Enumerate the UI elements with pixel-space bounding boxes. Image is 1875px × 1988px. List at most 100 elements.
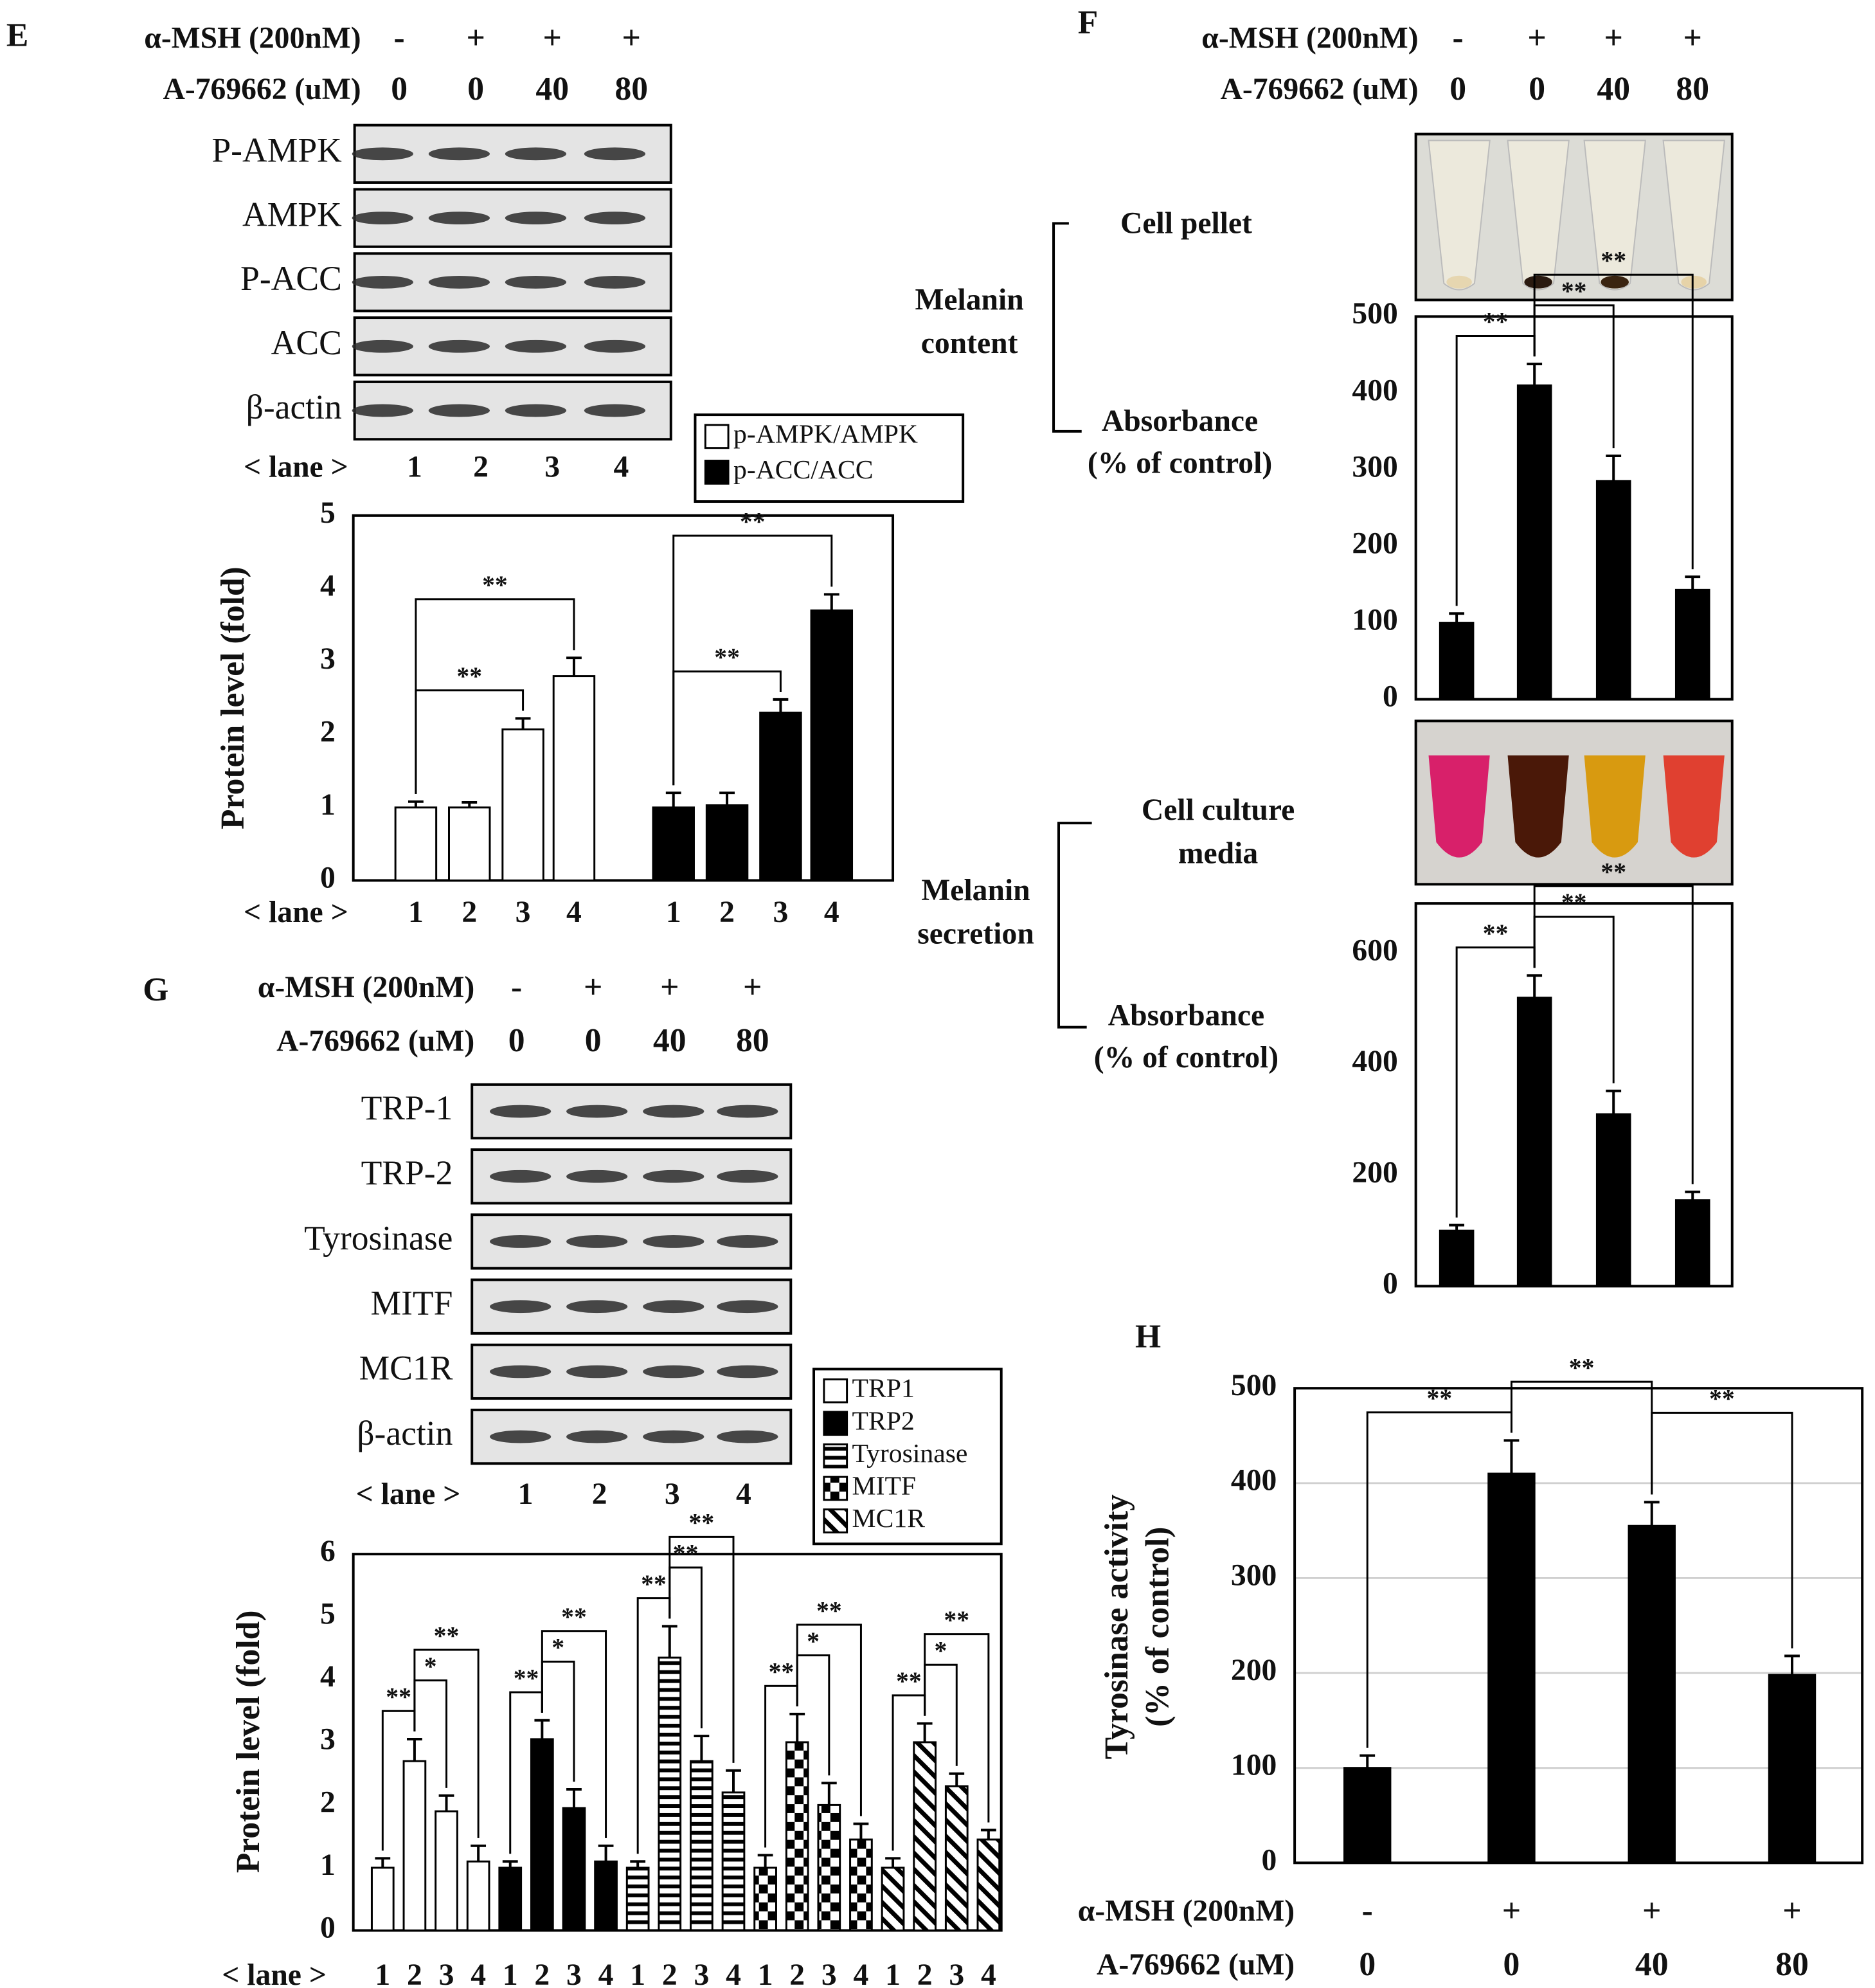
legend-label: TRP2 <box>852 1406 915 1436</box>
bar <box>690 1760 713 1932</box>
condition-value: + <box>543 20 562 57</box>
group-label: secretion <box>917 917 1034 951</box>
bar <box>721 1791 746 1932</box>
legend-label: MC1R <box>852 1504 926 1533</box>
bar <box>785 1741 809 1932</box>
significance-bracket <box>672 534 833 786</box>
bar <box>1674 588 1710 701</box>
blot-label: P-ACC <box>240 259 342 298</box>
blot-band <box>428 339 490 353</box>
condition-value: 0 <box>467 71 484 107</box>
significance-label: ** <box>482 571 508 599</box>
bar <box>448 806 491 881</box>
x-tick-label: 2 <box>662 1958 677 1988</box>
blot-band <box>489 1235 552 1248</box>
panel-letter: G <box>143 971 168 1008</box>
blot-band <box>428 404 490 417</box>
error-bar <box>1606 1089 1622 1114</box>
significance-label: ** <box>1483 308 1509 336</box>
y-axis-label: (% of control) <box>1088 446 1272 480</box>
bar <box>976 1838 1001 1932</box>
condition-label: A-769662 (uM) <box>1097 1948 1295 1982</box>
condition-label: α-MSH (200nM) <box>1078 1895 1295 1928</box>
bar <box>530 1738 554 1932</box>
error-bar <box>665 791 681 808</box>
x-tick-label: 1 <box>630 1958 645 1988</box>
blot-label: TRP-2 <box>361 1153 453 1192</box>
significance-label: * <box>935 1637 947 1665</box>
blot-band <box>566 1105 628 1118</box>
significance-label: * <box>552 1634 564 1662</box>
legend-swatch <box>704 424 730 449</box>
error-bar <box>949 1772 965 1787</box>
error-bar <box>502 1860 518 1868</box>
bar <box>759 711 802 881</box>
significance-label: ** <box>1427 1384 1453 1413</box>
legend-frame <box>694 413 965 503</box>
blot-band <box>566 1430 628 1443</box>
legend-label: MITF <box>852 1471 917 1501</box>
bar <box>658 1656 682 1932</box>
y-tick-label: 5 <box>320 1598 336 1631</box>
blot-band <box>643 1430 704 1443</box>
error-bar <box>885 1857 901 1868</box>
significance-label: ** <box>514 1664 539 1692</box>
blot-band <box>489 1300 552 1314</box>
photo-media <box>1414 719 1734 886</box>
error-bar <box>773 698 789 713</box>
error-bar <box>1449 612 1465 623</box>
blot-band <box>584 339 646 353</box>
x-tick-label: 2 <box>789 1958 805 1988</box>
y-tick-label: 3 <box>320 1723 336 1757</box>
group-label: Melanin <box>921 874 1030 907</box>
y-tick-label: 5 <box>320 496 336 530</box>
x-tick-label: 4 <box>854 1958 869 1988</box>
blot-band <box>643 1235 704 1248</box>
x-tick-label: 3 <box>821 1958 837 1988</box>
error-bar <box>462 800 478 808</box>
blot-band <box>489 1105 552 1118</box>
blot-band <box>352 276 413 289</box>
bar <box>625 1866 650 1932</box>
lane-number: 4 <box>613 450 629 483</box>
y-axis-label: (% of control) <box>1140 1527 1176 1727</box>
bar <box>705 804 749 881</box>
x-tick-label: 1 <box>503 1958 518 1988</box>
error-bar <box>1449 1224 1465 1231</box>
bar <box>498 1866 523 1932</box>
blot-label: AMPK <box>242 195 342 233</box>
blot-band <box>584 147 646 161</box>
x-tick-label: 3 <box>516 896 531 929</box>
legend-swatch <box>823 1508 848 1533</box>
legend-swatch <box>823 1476 848 1501</box>
bar <box>594 1860 618 1932</box>
blot-band <box>352 339 413 353</box>
legend-frame <box>812 1368 1003 1546</box>
y-tick-label: 0 <box>1383 1267 1398 1300</box>
bar <box>501 728 544 881</box>
lane-number: 3 <box>544 450 560 483</box>
condition-value: 40 <box>653 1022 686 1059</box>
x-tick-label: 2 <box>917 1958 933 1988</box>
y-tick-label: 500 <box>1352 297 1397 330</box>
significance-label: ** <box>1569 1353 1595 1382</box>
x-tick-label: 3 <box>773 896 789 929</box>
blot-band <box>643 1365 704 1378</box>
significance-label: ** <box>714 643 740 671</box>
y-tick-label: 4 <box>320 1660 336 1694</box>
x-tick-label: 3 <box>566 1958 582 1988</box>
y-tick-label: 3 <box>320 642 336 676</box>
significance-bracket <box>415 598 575 794</box>
significance-label: ** <box>456 662 482 691</box>
y-axis-label: (% of control) <box>1094 1041 1278 1074</box>
significance-label: ** <box>1561 277 1587 305</box>
bar <box>435 1810 458 1932</box>
condition-value: 80 <box>1775 1946 1809 1983</box>
error-bar <box>630 1860 646 1868</box>
lane-number: 1 <box>518 1477 534 1511</box>
bar <box>370 1866 395 1932</box>
y-tick-label: 200 <box>1352 1156 1397 1189</box>
significance-label: ** <box>896 1667 922 1695</box>
panel-letter: H <box>1135 1319 1161 1355</box>
condition-value: 40 <box>1597 71 1630 107</box>
